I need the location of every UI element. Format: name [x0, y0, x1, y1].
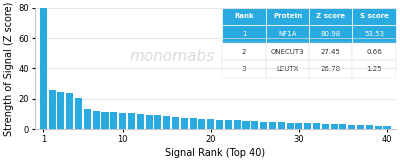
- Bar: [75, 98, 82, 129]
- Bar: [251, 121, 258, 129]
- Bar: [340, 124, 346, 129]
- Bar: [384, 126, 390, 129]
- Bar: [110, 112, 117, 129]
- Bar: [366, 125, 373, 129]
- Bar: [40, 6, 47, 129]
- Bar: [225, 120, 232, 129]
- Bar: [128, 113, 135, 129]
- Text: monomabs: monomabs: [129, 49, 214, 64]
- Bar: [242, 121, 250, 129]
- Bar: [348, 125, 355, 129]
- Bar: [84, 109, 91, 129]
- Bar: [286, 123, 294, 129]
- Bar: [269, 122, 276, 129]
- Bar: [357, 125, 364, 129]
- Bar: [181, 118, 188, 129]
- Bar: [102, 112, 108, 129]
- Bar: [146, 115, 153, 129]
- Bar: [154, 116, 162, 129]
- Bar: [322, 124, 329, 129]
- Bar: [66, 93, 73, 129]
- Bar: [93, 111, 100, 129]
- Bar: [260, 122, 267, 129]
- Bar: [331, 124, 338, 129]
- Bar: [313, 123, 320, 129]
- Bar: [172, 117, 179, 129]
- X-axis label: Signal Rank (Top 40): Signal Rank (Top 40): [165, 148, 265, 158]
- Bar: [216, 120, 223, 129]
- Bar: [207, 119, 214, 129]
- Bar: [163, 116, 170, 129]
- Bar: [375, 126, 382, 129]
- Bar: [190, 118, 197, 129]
- Bar: [198, 119, 206, 129]
- Bar: [295, 123, 302, 129]
- Bar: [278, 122, 285, 129]
- Bar: [49, 90, 56, 129]
- Bar: [119, 113, 126, 129]
- Bar: [137, 114, 144, 129]
- Y-axis label: Strength of Signal (Z score): Strength of Signal (Z score): [4, 1, 14, 136]
- Bar: [304, 123, 311, 129]
- Bar: [58, 92, 64, 129]
- Bar: [234, 120, 241, 129]
